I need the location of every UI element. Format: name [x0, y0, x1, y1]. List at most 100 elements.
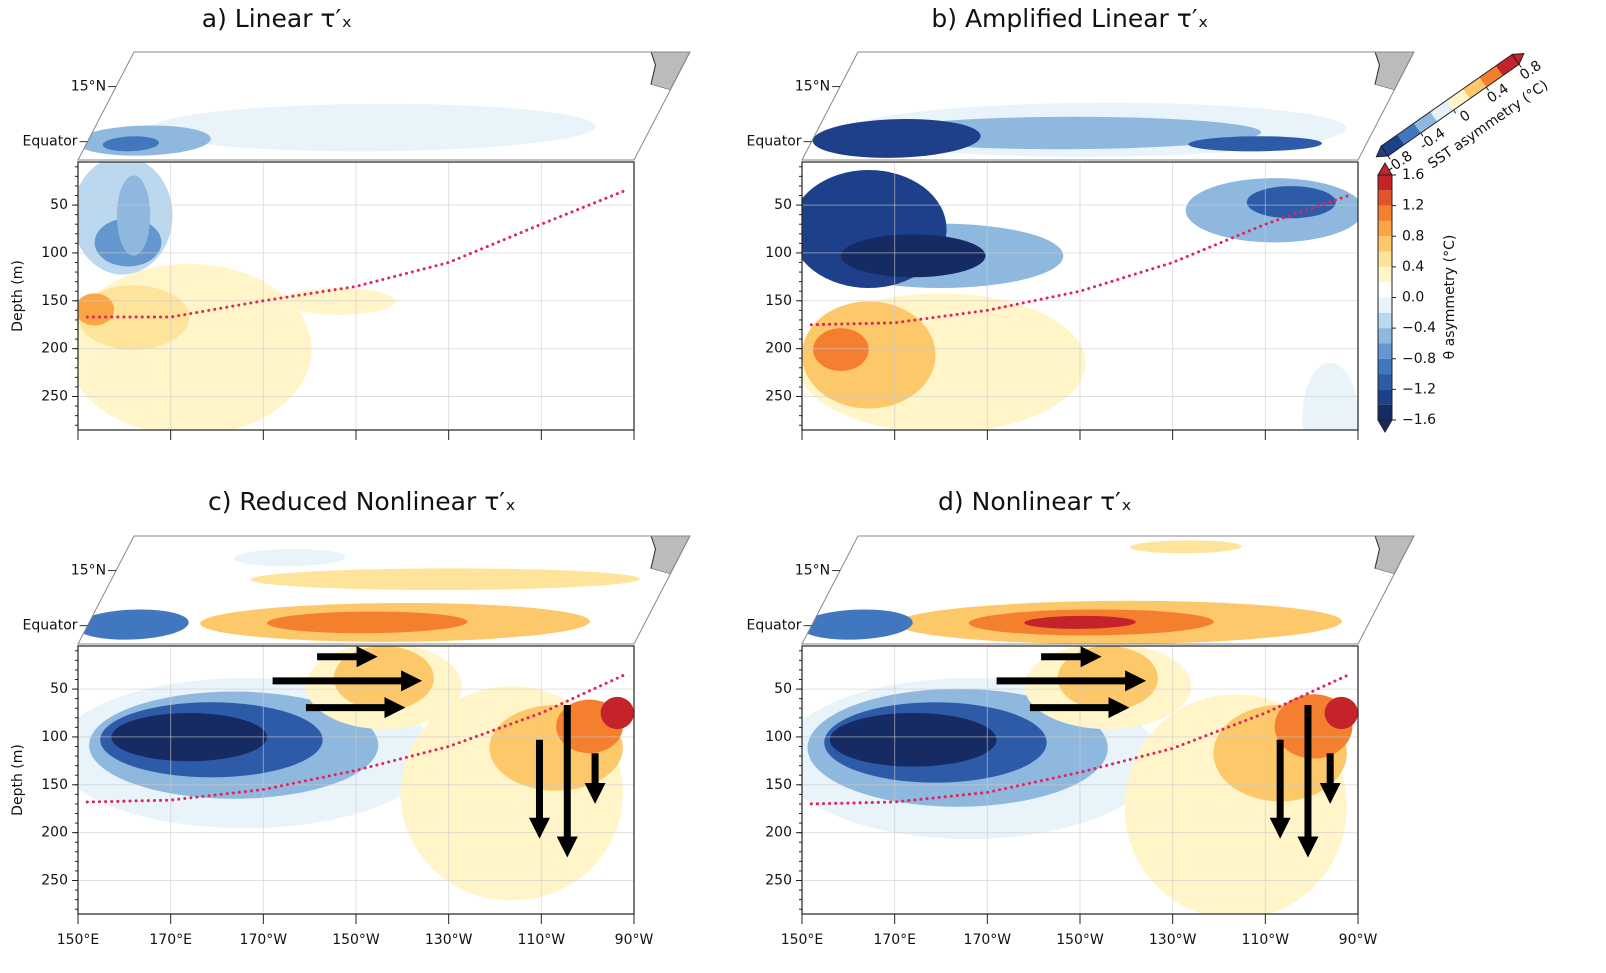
colorbar-band	[1378, 266, 1392, 283]
colorbar-band	[1430, 100, 1454, 122]
colorbar-tick	[1387, 155, 1391, 160]
field-contour	[150, 103, 596, 152]
colorbar-band	[1378, 374, 1392, 390]
y-tick-label: 200	[41, 341, 68, 357]
colorbar-tick-label: −0.8	[1402, 351, 1436, 367]
colorbar-band	[1378, 343, 1392, 359]
colorbar-tick-label: 0.0	[1402, 290, 1424, 306]
x-tick-label: 170°E	[873, 932, 916, 948]
map-label: Equator	[23, 618, 78, 634]
x-tick-label: 110°W	[518, 932, 566, 948]
field-contour	[266, 611, 468, 634]
colorbar-tick-label: −1.2	[1402, 381, 1436, 397]
x-tick-label: 110°W	[1242, 932, 1290, 948]
y-tick-label: 150	[765, 293, 792, 309]
colorbar-tick-label: 1.6	[1402, 167, 1424, 183]
map-label: 15°N	[71, 563, 106, 579]
land	[650, 52, 690, 91]
colorbar-band	[1378, 404, 1392, 420]
field-contour	[1188, 136, 1323, 152]
thermocline-line	[809, 194, 1351, 327]
colorbar-tick-label: 0	[1457, 107, 1473, 125]
colorbar-band	[1378, 190, 1392, 206]
y-axis-label: Depth (m)	[10, 260, 26, 332]
colorbar-band	[1413, 111, 1438, 134]
map-outline	[801, 535, 1415, 645]
colorbar-band	[1378, 358, 1392, 375]
x-tick-label: 150°W	[1056, 932, 1104, 948]
colorbar-tick	[1518, 63, 1522, 68]
colorbar-tick-label: 0.4	[1402, 259, 1424, 275]
y-tick-label: 100	[765, 729, 792, 745]
y-tick-label: 50	[50, 681, 68, 697]
x-tick-label: 130°W	[1149, 932, 1197, 948]
y-tick-label: 250	[765, 873, 792, 889]
y-tick-label: 100	[41, 729, 68, 745]
x-tick-label: 150°E	[781, 932, 824, 948]
x-tick-label: 130°W	[425, 932, 473, 948]
map-plane	[802, 536, 1414, 644]
y-tick-label: 100	[41, 245, 68, 261]
colorbar-extend	[1377, 419, 1393, 433]
colorbar-band	[1446, 88, 1470, 111]
map-outline	[77, 51, 691, 161]
map-plane	[802, 52, 1414, 160]
map-label: Equator	[747, 134, 802, 150]
colorbar-tick-label: −0.4	[1402, 320, 1436, 336]
field-contour	[78, 293, 115, 326]
y-tick-label: 50	[50, 197, 68, 213]
field-contour	[802, 609, 913, 640]
y-tick-label: 250	[765, 389, 792, 405]
map-label: 15°N	[795, 79, 830, 95]
map-outline	[801, 51, 1415, 161]
x-tick-label: 170°W	[964, 932, 1012, 948]
colorbar-band	[1463, 77, 1487, 99]
colorbar-band	[1378, 389, 1392, 405]
map-label: 15°N	[71, 79, 106, 95]
y-tick-label: 200	[41, 825, 68, 841]
field-contour	[829, 713, 997, 767]
field-contour	[250, 568, 640, 591]
field-contour	[840, 234, 986, 278]
colorbar-tick-label: 0.8	[1402, 228, 1424, 244]
field-contour	[812, 118, 981, 158]
colorbar-band	[1378, 205, 1392, 221]
field-contour	[102, 136, 159, 152]
y-tick-label: 150	[41, 293, 68, 309]
colorbar-tick-label: −1.6	[1402, 412, 1436, 428]
colorbar-band	[1378, 175, 1392, 191]
x-tick-label: 90°W	[1339, 932, 1378, 948]
x-tick-label: 150°W	[332, 932, 380, 948]
field-contour	[600, 696, 634, 730]
colorbar-tick	[1485, 86, 1490, 91]
field-contour	[78, 609, 189, 640]
map-label: Equator	[23, 134, 78, 150]
colorbar-band	[1397, 123, 1421, 145]
colorbar-band	[1378, 251, 1392, 267]
field-contour	[1024, 615, 1136, 629]
map-outline	[77, 535, 691, 645]
field-contour	[283, 287, 395, 315]
colorbar-band	[1378, 220, 1392, 237]
field-contour	[78, 263, 312, 430]
land	[1374, 52, 1414, 91]
colorbar-band	[1378, 282, 1392, 298]
map-label: 15°N	[795, 563, 830, 579]
x-tick-label: 170°E	[149, 932, 192, 948]
panel-title: c) Reduced Nonlinear τ′ₓ	[208, 487, 516, 516]
field-contour	[1302, 363, 1358, 430]
colorbar-tick	[1453, 109, 1457, 114]
y-tick-label: 50	[774, 197, 792, 213]
panel-title: d) Nonlinear τ′ₓ	[938, 487, 1132, 516]
colorbar-band	[1378, 236, 1392, 252]
field-contour	[233, 548, 346, 567]
colorbar-band	[1378, 312, 1392, 329]
y-tick-label: 200	[765, 341, 792, 357]
colorbar-band	[1479, 65, 1503, 88]
field-contour	[116, 175, 151, 256]
colorbar-tick-label: 1.2	[1402, 198, 1424, 214]
y-tick-label: 200	[765, 825, 792, 841]
panel-title: b) Amplified Linear τ′ₓ	[931, 4, 1208, 33]
field-contour	[813, 328, 869, 372]
